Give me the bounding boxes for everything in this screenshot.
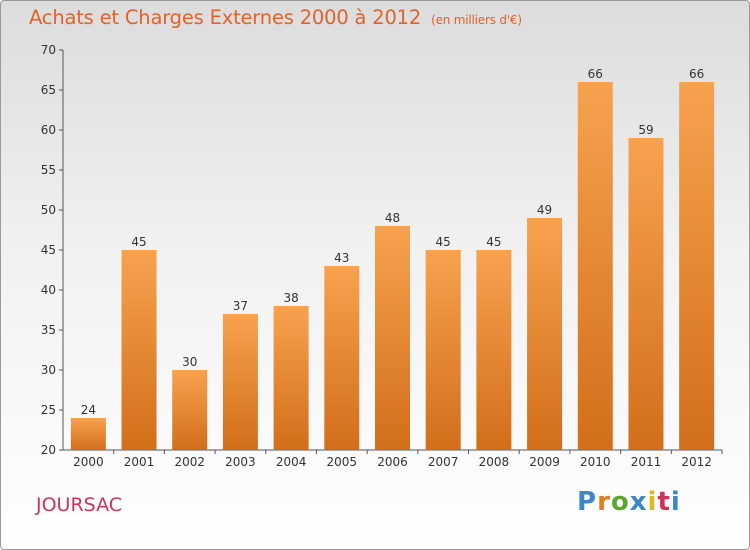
x-tick-label: 2000 xyxy=(73,455,104,469)
y-tick-label: 65 xyxy=(41,83,56,97)
y-tick-label: 55 xyxy=(41,163,56,177)
bar xyxy=(273,306,309,450)
x-tick-label: 2001 xyxy=(124,455,155,469)
x-tick-label: 2005 xyxy=(327,455,358,469)
logo-letter: x xyxy=(629,487,648,517)
y-tick-label: 60 xyxy=(41,123,56,137)
x-tick-label: 2008 xyxy=(479,455,510,469)
y-tick-label: 50 xyxy=(41,203,56,217)
chart-title-text: Achats et Charges Externes 2000 à 2012 xyxy=(29,6,422,29)
logo-letter: i xyxy=(670,487,681,517)
bar xyxy=(222,314,258,450)
logo-letter: t xyxy=(657,487,671,517)
x-tick-label: 2006 xyxy=(377,455,408,469)
chart-unit: (en milliers d'€) xyxy=(431,13,522,27)
y-tick-label: 70 xyxy=(41,43,56,57)
bar xyxy=(375,226,410,450)
chart-title: Achats et Charges Externes 2000 à 2012 (e… xyxy=(29,6,522,29)
logo-letter: P xyxy=(577,487,598,517)
logo-letter: i xyxy=(647,487,658,517)
x-tick-label: 2009 xyxy=(529,455,560,469)
bar-value-label: 66 xyxy=(588,67,603,81)
bar-value-label: 30 xyxy=(182,355,197,369)
bar xyxy=(628,138,664,450)
commune-name: JOURSAC xyxy=(36,494,123,516)
y-tick-label: 30 xyxy=(41,363,56,377)
bar-value-label: 45 xyxy=(486,235,501,249)
bar xyxy=(527,218,563,450)
y-tick-label: 35 xyxy=(41,323,56,337)
bar-value-label: 45 xyxy=(131,235,146,249)
logo-letter: r xyxy=(597,487,611,517)
bar xyxy=(577,82,613,450)
x-tick-label: 2002 xyxy=(174,455,205,469)
bar-value-label: 43 xyxy=(334,251,349,265)
bar-value-label: 24 xyxy=(81,403,96,417)
bar xyxy=(476,250,512,450)
x-tick-label: 2010 xyxy=(580,455,611,469)
bar xyxy=(679,82,715,450)
bar xyxy=(121,250,157,450)
bar-value-label: 49 xyxy=(537,203,552,217)
bar-value-label: 59 xyxy=(638,123,653,137)
y-tick-label: 20 xyxy=(41,443,56,457)
y-tick-label: 45 xyxy=(41,243,56,257)
logo-letter: o xyxy=(610,487,630,517)
bar xyxy=(70,418,106,450)
y-tick-label: 25 xyxy=(41,403,56,417)
bar-value-label: 37 xyxy=(233,299,248,313)
x-tick-label: 2007 xyxy=(428,455,459,469)
x-tick-label: 2004 xyxy=(276,455,307,469)
bar-value-label: 38 xyxy=(283,291,298,305)
proxiti-logo: Proxiti xyxy=(577,487,681,517)
x-tick-label: 2011 xyxy=(631,455,662,469)
bar-value-label: 48 xyxy=(385,211,400,225)
bar-value-label: 66 xyxy=(689,67,704,81)
bar xyxy=(324,266,360,450)
y-tick-label: 40 xyxy=(41,283,56,297)
x-tick-label: 2012 xyxy=(681,455,712,469)
bar-value-label: 45 xyxy=(436,235,451,249)
x-tick-label: 2003 xyxy=(225,455,256,469)
bar xyxy=(425,250,461,450)
bar xyxy=(172,370,208,450)
